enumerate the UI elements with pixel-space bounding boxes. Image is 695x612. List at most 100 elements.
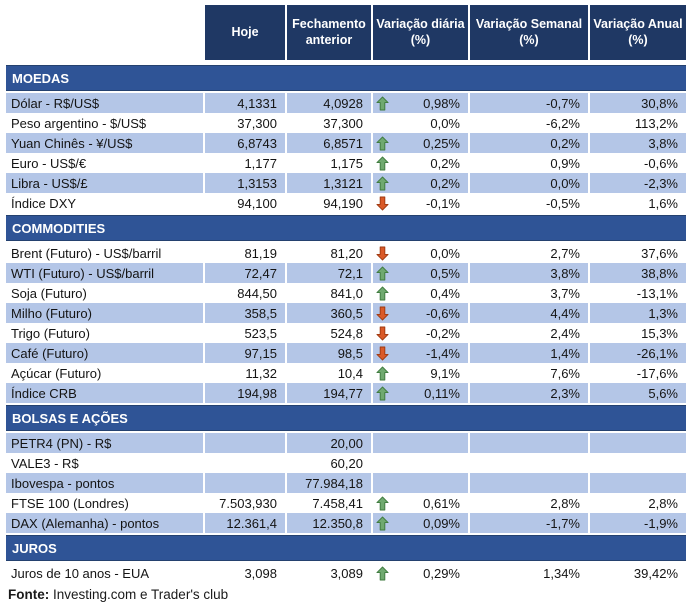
cell-variacao-anual: 15,3% [641, 325, 678, 341]
row-label: Milho (Futuro) [6, 303, 203, 323]
trend-arrow [375, 115, 390, 132]
cell-variacao-anual: 39,42% [633, 565, 678, 581]
up-arrow-icon [376, 496, 389, 510]
cell-variacao-diaria [373, 453, 468, 473]
cell-variacao-anual: -2,3% [590, 173, 686, 193]
down-arrow-icon [376, 246, 389, 260]
cell-variacao-diaria: 0,4% [373, 283, 468, 303]
variacao-diaria-value: 0,29% [423, 565, 460, 581]
cell-fechamento-anterior: 81,20 [330, 245, 363, 261]
row-label: Índice DXY [11, 195, 77, 211]
cell-variacao-diaria: 0,5% [373, 263, 468, 283]
row-label: Brent (Futuro) - US$/barril [11, 245, 162, 261]
cell-fechamento-anterior: 3,089 [330, 565, 363, 581]
cell-fechamento-anterior: 12.350,8 [287, 513, 371, 533]
source-text: Investing.com e Trader's club [49, 587, 229, 602]
source-label: Fonte: [8, 587, 50, 602]
table-row: PETR4 (PN) - R$ 20,00 [6, 433, 686, 453]
row-label: Dólar - R$/US$ [6, 93, 203, 113]
cell-hoje [205, 473, 285, 493]
cell-variacao-diaria: 0,98% [373, 93, 468, 113]
cell-variacao-anual: 2,8% [648, 495, 678, 511]
table-header: Hoje Fechamento anterior Variação diária… [6, 5, 686, 60]
cell-hoje: 11,32 [245, 365, 277, 381]
row-label: Juros de 10 anos - EUA [11, 565, 150, 581]
cell-variacao-semanal: 1,4% [470, 343, 588, 363]
cell-variacao-anual: -17,6% [636, 365, 678, 381]
trend-arrow [375, 245, 390, 262]
cell-hoje: 844,50 [237, 285, 277, 301]
variacao-diaria-value: -0,6% [426, 305, 460, 321]
trend-arrow [375, 95, 390, 112]
table-row: Índice DXY 94,100 94,190 -0,1% -0,5% 1,6… [6, 193, 686, 213]
table-row: VALE3 - R$ 60,20 [6, 453, 686, 473]
cell-fechamento-anterior: 72,1 [287, 263, 371, 283]
down-arrow-icon [376, 346, 389, 360]
cell-fechamento-anterior: 360,5 [287, 303, 371, 323]
cell-fechamento-anterior: 841,0 [330, 285, 363, 301]
trend-arrow [375, 515, 390, 532]
cell-variacao-anual [590, 433, 686, 453]
row-label: Café (Futuro) [6, 343, 203, 363]
cell-hoje: 12.361,4 [205, 513, 285, 533]
row-label: DAX (Alemanha) - pontos [6, 513, 203, 533]
variacao-diaria-value: 0,98% [423, 95, 460, 111]
cell-variacao-semanal: 3,8% [470, 263, 588, 283]
cell-variacao-semanal [470, 453, 588, 473]
cell-variacao-anual: 5,6% [590, 383, 686, 403]
section-header-bar: BOLSAS E AÇÕES [6, 405, 686, 431]
cell-hoje: 3,098 [244, 565, 277, 581]
table-row: Ibovespa - pontos 77.984,18 [6, 473, 686, 493]
trend-arrow [375, 435, 390, 452]
cell-variacao-semanal: 0,9% [550, 155, 580, 171]
up-arrow-icon [376, 266, 389, 280]
table-row: Euro - US$/€ 1,177 1,175 0,2% 0,9% -0,6% [6, 153, 686, 173]
cell-variacao-anual: 37,6% [641, 245, 678, 261]
cell-fechamento-anterior: 4,0928 [287, 93, 371, 113]
row-label: Índice CRB [6, 383, 203, 403]
variacao-diaria-value: -0,2% [426, 325, 460, 341]
trend-arrow [375, 385, 390, 402]
cell-fechamento-anterior: 1,3121 [287, 173, 371, 193]
cell-variacao-semanal: 3,7% [550, 285, 580, 301]
cell-variacao-anual: 113,2% [634, 115, 678, 131]
variacao-diaria-value: 9,1% [430, 365, 460, 381]
cell-hoje: 358,5 [205, 303, 285, 323]
cell-variacao-anual: 3,8% [590, 133, 686, 153]
cell-variacao-diaria: 0,29% [373, 563, 468, 583]
cell-variacao-diaria: -0,2% [373, 323, 468, 343]
up-arrow-icon [376, 386, 389, 400]
cell-hoje: 7.503,930 [219, 495, 277, 511]
variacao-diaria-value: 0,25% [423, 135, 460, 151]
trend-arrow [375, 175, 390, 192]
cell-variacao-semanal: 2,4% [550, 325, 580, 341]
table-row: Café (Futuro) 97,15 98,5 -1,4% 1,4% -26,… [6, 343, 686, 363]
cell-variacao-diaria: 0,25% [373, 133, 468, 153]
section-header-bar: JUROS [6, 535, 686, 561]
col-header-variacao-anual: Variação Anual (%) [590, 5, 686, 60]
table-row: Soja (Futuro) 844,50 841,0 0,4% 3,7% -13… [6, 283, 686, 303]
cell-variacao-semanal: -0,7% [470, 93, 588, 113]
cell-variacao-anual [590, 473, 686, 493]
cell-fechamento-anterior: 60,20 [330, 455, 363, 471]
cell-variacao-semanal [470, 473, 588, 493]
cell-hoje: 4,1331 [205, 93, 285, 113]
trend-arrow [375, 285, 390, 302]
section-rows: Juros de 10 anos - EUA 3,098 3,089 0,29%… [6, 563, 695, 583]
cell-hoje: 194,98 [205, 383, 285, 403]
cell-fechamento-anterior: 98,5 [287, 343, 371, 363]
cell-variacao-semanal: 7,6% [550, 365, 580, 381]
table-row: DAX (Alemanha) - pontos 12.361,4 12.350,… [6, 513, 686, 533]
trend-arrow [375, 565, 390, 582]
section-header-bar: MOEDAS [6, 65, 686, 91]
row-label: Peso argentino - $/US$ [11, 115, 147, 131]
section-title: BOLSAS E AÇÕES [12, 410, 128, 426]
section-rows: PETR4 (PN) - R$ 20,00 VALE3 - R$ 60,20 [6, 433, 695, 533]
section-rows: Dólar - R$/US$ 4,1331 4,0928 0,98% -0,7%… [6, 93, 695, 213]
variacao-diaria-value: 0,61% [423, 495, 460, 511]
cell-variacao-semanal: -1,7% [470, 513, 588, 533]
trend-arrow [375, 325, 390, 342]
cell-hoje: 81,19 [244, 245, 277, 261]
up-arrow-icon [376, 156, 389, 170]
cell-fechamento-anterior: 37,300 [323, 115, 363, 131]
